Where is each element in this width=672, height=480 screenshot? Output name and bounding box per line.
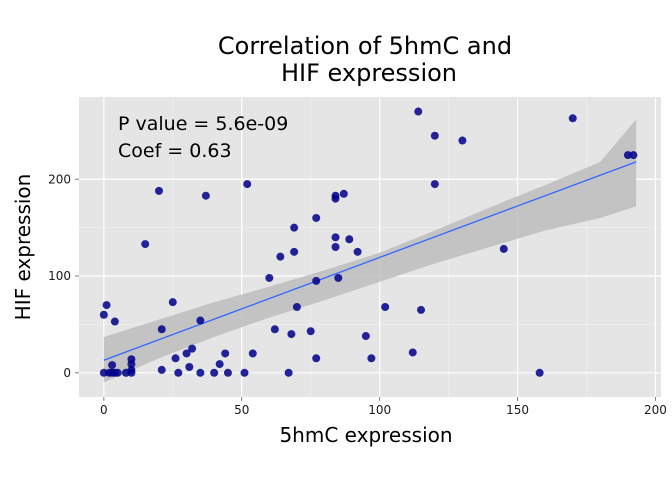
data-point [99,310,108,319]
data-point [240,368,249,377]
data-point [157,325,166,334]
data-point [157,365,166,374]
x-tick-label: 100 [368,403,391,417]
data-point [361,332,370,341]
data-point [312,354,321,363]
data-point [414,107,423,116]
x-tick-label: 200 [644,403,667,417]
data-point [201,191,210,200]
chart-title-line-2: HIF expression [281,59,457,87]
data-point [127,355,136,364]
data-point [110,317,119,326]
data-point [108,361,117,370]
x-tick-label: 50 [234,403,249,417]
data-point [417,305,426,314]
axis-ticks: 0 50 100 150 200 0 100 200 [48,172,667,417]
regression-line [103,161,637,361]
data-point [353,247,362,256]
data-point [306,327,315,336]
p-value-annotation: P value = 5.6e-09 [118,113,288,135]
data-point [290,247,299,256]
data-point [141,240,150,249]
data-point [290,223,299,232]
data-point [276,252,285,261]
data-point [629,151,638,160]
data-point [270,325,279,334]
data-point [381,303,390,311]
data-point [292,303,301,311]
data-point [127,368,136,377]
data-point [223,368,232,377]
data-point [287,330,296,339]
data-point [331,194,340,203]
y-tick-label: 100 [48,269,71,283]
data-point [185,363,194,371]
data-point [331,233,340,242]
data-point [188,344,197,353]
confidence-band-layer [103,119,637,383]
data-point [196,368,205,377]
data-point [623,151,632,160]
data-point [430,131,439,140]
confidence-band [103,119,637,383]
data-point [99,368,108,377]
data-point [243,180,252,189]
chart-title-line-1: Correlation of 5hmC and [218,32,512,60]
data-point [171,354,180,363]
data-point [458,136,467,145]
data-points [99,107,638,377]
y-tick-label: 200 [48,172,71,186]
data-point [102,301,111,310]
data-point [367,354,376,363]
data-point [182,349,191,358]
y-axis-title: HIF expression [11,174,35,321]
x-axis-title: 5hmC expression [279,423,452,447]
fit-line-layer [103,161,637,361]
data-point [221,349,230,358]
x-tick-label: 150 [506,403,529,417]
data-point [113,368,122,377]
data-point [568,114,577,123]
data-point [535,368,544,377]
coefficient-annotation: Coef = 0.63 [118,140,232,162]
data-point [345,235,354,244]
data-point [312,213,321,222]
data-point [430,180,439,189]
data-point [174,368,183,377]
data-point [265,273,274,282]
data-point [248,349,257,358]
data-point [215,360,224,369]
data-point [154,186,163,195]
x-tick-label: 0 [100,403,108,417]
data-point [312,276,321,285]
data-point [196,316,205,325]
data-point [334,273,343,282]
data-point [339,189,348,198]
data-point [331,243,340,251]
y-tick-label: 0 [63,366,71,380]
data-point [499,244,508,253]
data-point [284,368,293,377]
data-point [210,368,219,377]
data-point [168,298,177,307]
data-point [408,348,417,357]
